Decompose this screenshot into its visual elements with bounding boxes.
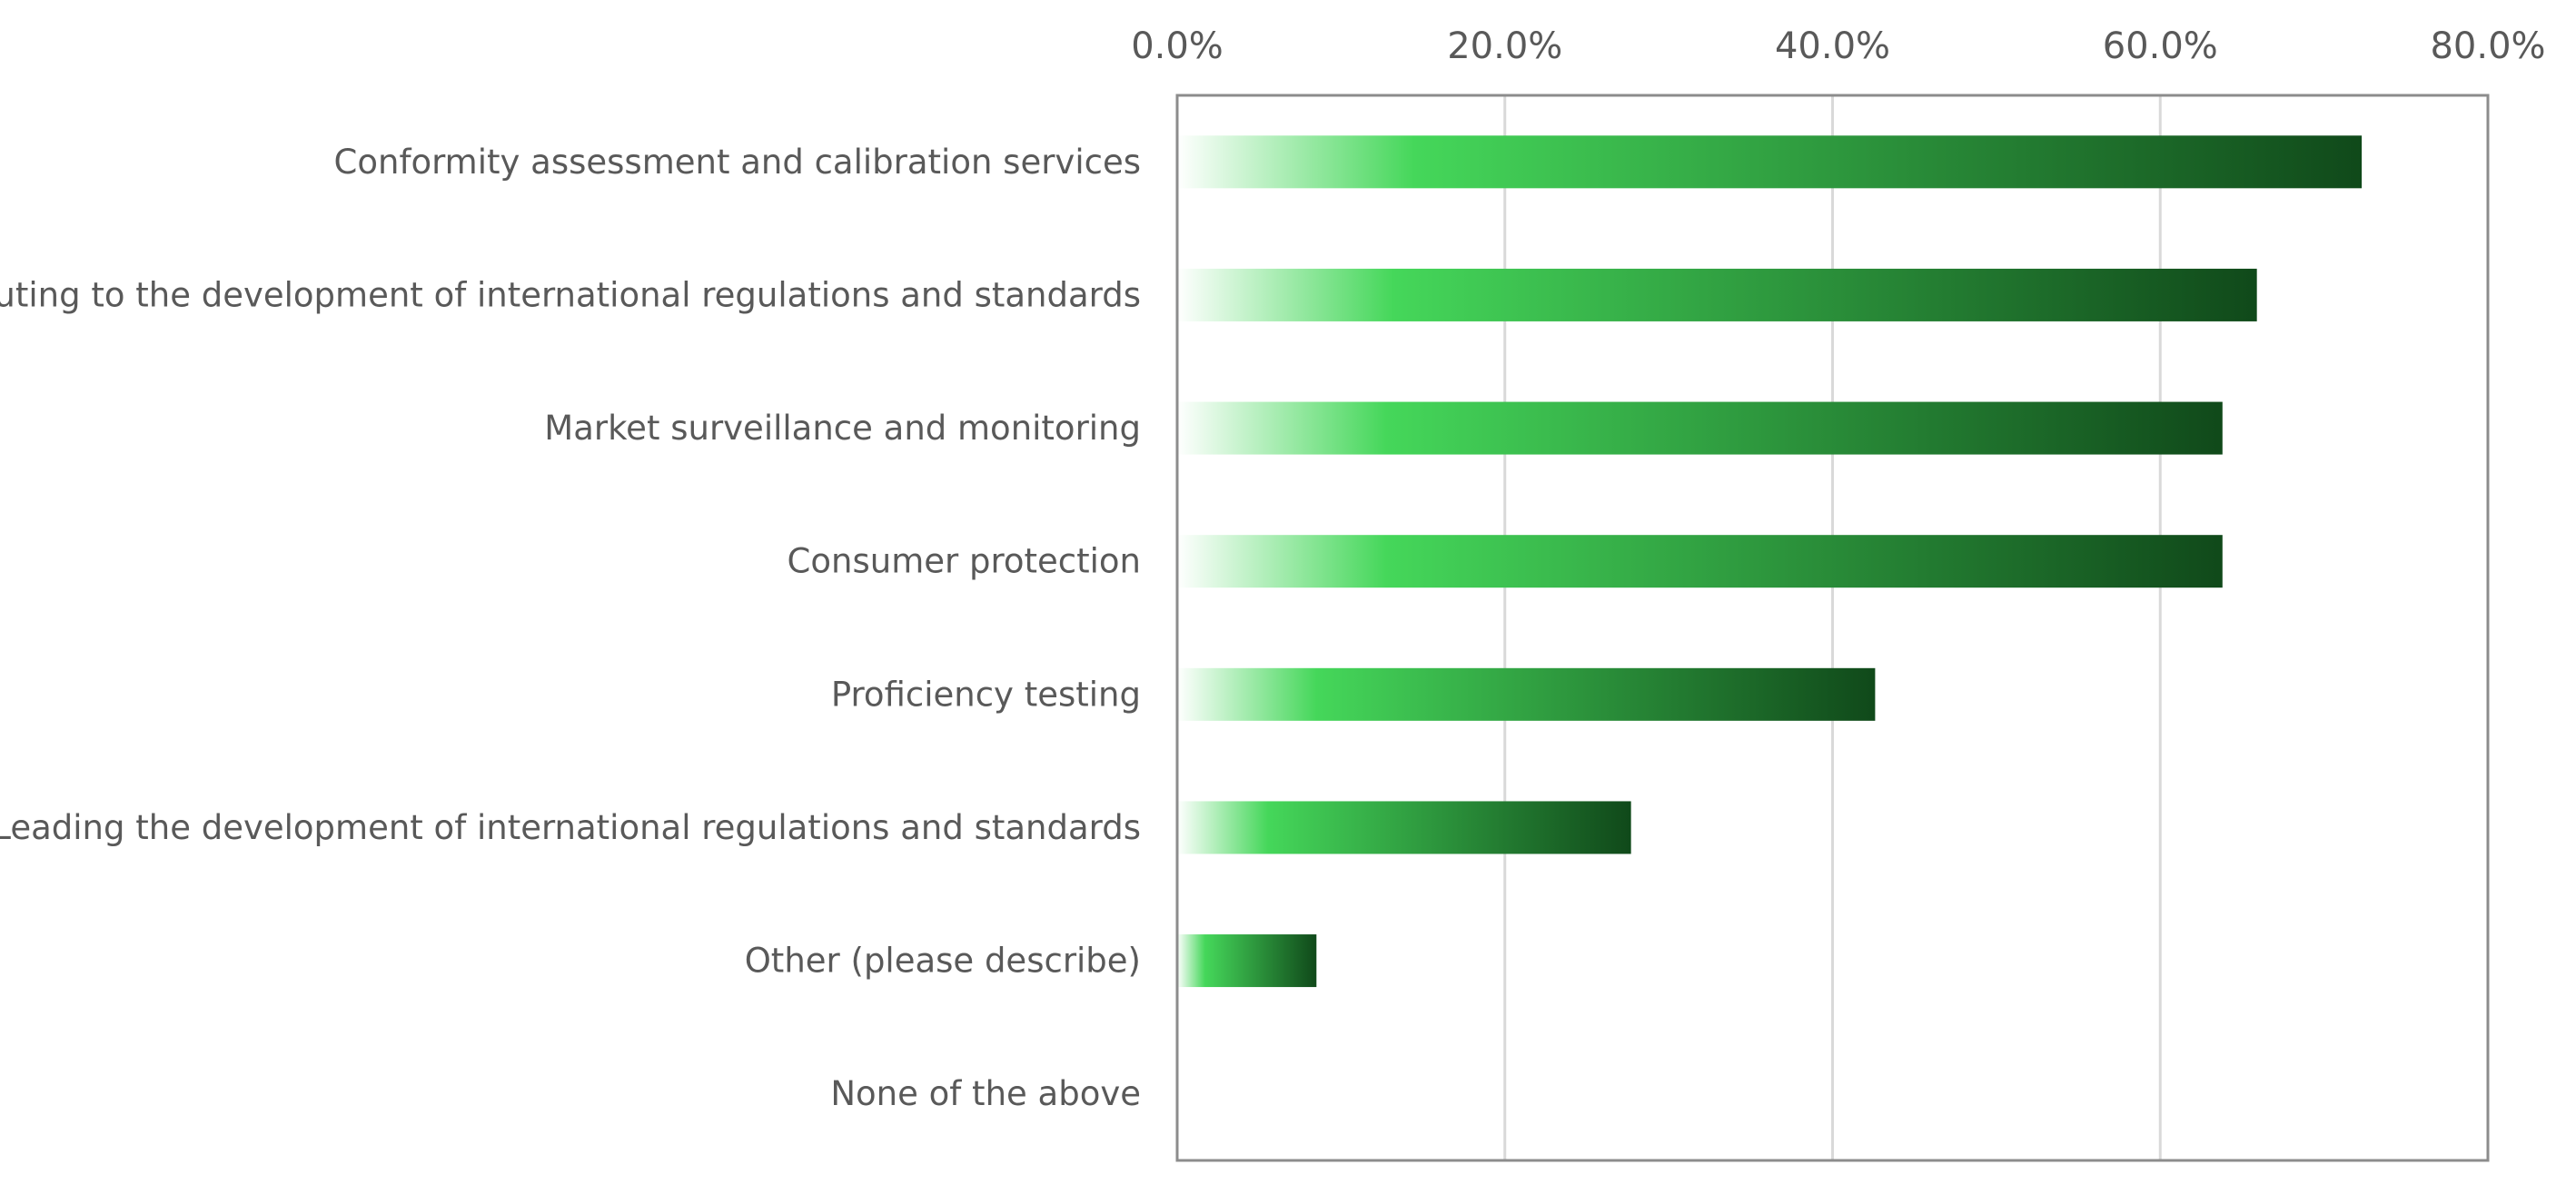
bar [1177,401,2223,455]
x-tick-label: 80.0% [2430,25,2545,67]
gridlines [1503,95,2162,1160]
category-label: Conformity assessment and calibration se… [334,143,1141,182]
x-axis-tick-labels: 0.0% 20.0% 40.0% 60.0% 80.0% [1131,25,2545,67]
category-label: Leading the development of international… [0,808,1141,847]
x-tick-label: 40.0% [1775,25,1890,67]
plot-border [1175,94,2490,1162]
bar [1177,135,2363,189]
bars [1177,135,2363,988]
category-label: Other (please describe) [745,942,1141,981]
category-label: Proficiency testing [831,675,1141,714]
category-label: Consumer protection [788,542,1141,581]
x-tick-label: 20.0% [1447,25,1562,67]
bar [1177,535,2223,588]
category-label: None of the above [830,1074,1141,1113]
x-tick-label: 0.0% [1131,25,1224,67]
category-labels: Conformity assessment and calibration se… [0,143,1141,1113]
bar [1177,801,1631,854]
bar [1177,934,1317,988]
category-label: Market surveillance and monitoring [544,409,1141,448]
bar [1177,268,2257,321]
category-label: Contributing to the development of inter… [0,275,1141,314]
plot-frame [1175,94,2490,1162]
bar [1177,667,1876,721]
x-tick-label: 60.0% [2103,25,2218,67]
